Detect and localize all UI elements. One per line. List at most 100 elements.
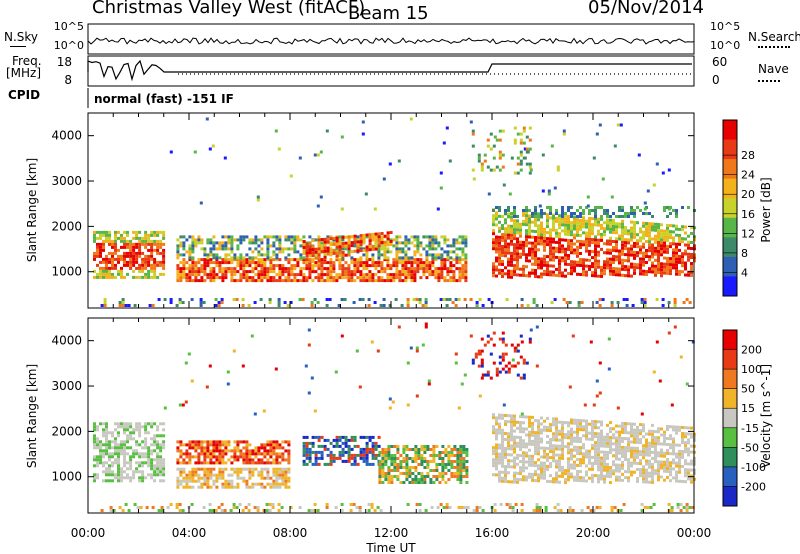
data-cell	[633, 209, 636, 212]
data-cell	[510, 215, 513, 219]
data-cell	[93, 233, 96, 237]
data-cell	[311, 248, 315, 252]
data-cell	[215, 256, 219, 260]
data-cell	[383, 258, 387, 262]
data-cell	[501, 233, 504, 236]
data-cell	[209, 279, 213, 283]
data-cell	[341, 276, 345, 280]
data-cell	[338, 435, 342, 439]
data-cell	[329, 235, 333, 239]
data-cell	[654, 273, 657, 277]
data-cell	[594, 220, 597, 224]
data-cell	[179, 482, 183, 486]
data-cell	[621, 222, 624, 226]
data-cell	[639, 227, 642, 231]
data-cell	[311, 279, 315, 283]
data-cell	[371, 279, 375, 283]
data-cell	[432, 475, 436, 478]
data-cell	[567, 221, 570, 224]
data-cell	[251, 449, 255, 453]
data-cell	[96, 236, 99, 240]
data-cell	[498, 238, 501, 242]
data-cell	[368, 276, 372, 280]
data-cell	[609, 218, 612, 222]
data-cell	[675, 452, 678, 456]
data-cell	[443, 279, 447, 283]
data-cell	[594, 250, 597, 254]
data-cell	[675, 443, 678, 447]
data-cell	[624, 470, 627, 474]
data-cell	[423, 475, 427, 478]
data-cell	[308, 276, 312, 280]
data-cell	[678, 470, 681, 474]
data-cell	[382, 298, 386, 301]
data-cell	[495, 416, 498, 420]
data-cell	[305, 242, 309, 246]
data-cell	[275, 476, 279, 480]
data-cell	[474, 355, 478, 359]
data-cell	[287, 258, 291, 262]
data-cell	[284, 479, 288, 483]
data-cell	[504, 468, 507, 471]
data-cell	[624, 449, 627, 453]
data-cell	[317, 253, 321, 257]
data-cell	[323, 240, 327, 244]
data-cell	[663, 442, 666, 446]
data-cell	[612, 212, 615, 215]
data-cell	[561, 223, 564, 227]
data-cell	[266, 476, 270, 480]
data-cell	[642, 471, 645, 475]
data-cell	[305, 254, 309, 258]
data-cell	[522, 222, 525, 226]
data-cell	[516, 453, 519, 457]
data-cell	[344, 241, 348, 245]
data-cell	[636, 233, 639, 237]
data-cell	[200, 461, 204, 465]
data-cell	[126, 425, 129, 429]
data-cell	[374, 261, 378, 265]
data-cell	[317, 273, 321, 277]
data-cell	[241, 304, 245, 307]
data-cell	[302, 240, 306, 243]
data-cell	[522, 421, 525, 425]
data-cell	[437, 267, 441, 271]
data-cell	[404, 264, 408, 268]
data-cell	[498, 209, 501, 212]
data-cell	[245, 270, 249, 274]
data-cell	[381, 454, 385, 457]
data-cell	[396, 478, 400, 481]
data-cell	[534, 443, 537, 447]
data-cell	[365, 261, 369, 265]
data-cell	[523, 147, 527, 151]
data-cell	[558, 217, 561, 221]
data-cell	[248, 449, 252, 453]
data-cell	[135, 260, 139, 264]
data-cell	[519, 150, 523, 154]
data-cell	[120, 269, 123, 273]
data-cell	[111, 479, 114, 483]
data-cell	[365, 279, 369, 283]
data-cell	[335, 273, 339, 277]
data-cell	[669, 212, 672, 215]
data-cell	[329, 249, 333, 253]
data-cell	[278, 258, 282, 262]
data-cell	[401, 270, 405, 274]
data-cell	[387, 478, 391, 481]
data-cell	[153, 260, 157, 264]
data-cell	[507, 245, 510, 249]
data-cell	[576, 230, 579, 234]
data-cell	[293, 235, 297, 239]
data-cell	[501, 455, 504, 459]
data-cell	[645, 432, 648, 436]
data-cell	[163, 406, 167, 410]
data-cell	[684, 468, 687, 472]
data-cell	[338, 245, 342, 249]
data-cell	[362, 435, 366, 439]
data-cell	[444, 472, 448, 475]
data-cell	[645, 438, 648, 442]
data-cell	[236, 473, 240, 477]
data-cell	[290, 241, 294, 245]
data-cell	[621, 225, 624, 229]
data-cell	[206, 256, 210, 260]
data-cell	[99, 275, 102, 279]
